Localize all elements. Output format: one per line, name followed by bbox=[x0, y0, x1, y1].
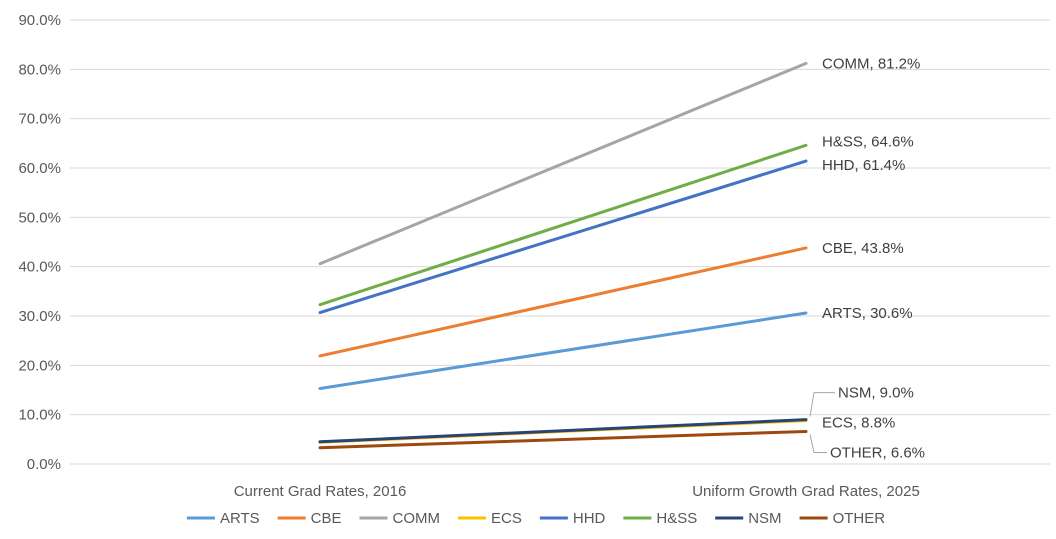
series-line-cbe bbox=[318, 246, 808, 358]
y-tick-label: 10.0% bbox=[18, 407, 61, 424]
x-tick-label: Uniform Growth Grad Rates, 2025 bbox=[692, 483, 920, 500]
y-tick-label: 60.0% bbox=[18, 160, 61, 177]
series-line-nsm bbox=[318, 418, 808, 444]
legend-label: COMM bbox=[393, 510, 441, 527]
data-label: HHD, 61.4% bbox=[822, 157, 905, 174]
legend-label: OTHER bbox=[833, 510, 886, 527]
y-tick-label: 50.0% bbox=[18, 209, 61, 226]
data-labels: ARTS, 30.6% CBE, 43.8% COMM, 81.2% ECS, 8.8… bbox=[809, 55, 925, 461]
series-lines bbox=[318, 61, 808, 450]
legend-item-hhd: HHD bbox=[539, 510, 606, 527]
legend-label: CBE bbox=[311, 510, 342, 527]
legend-item-cbe: CBE bbox=[277, 510, 342, 527]
legend-item-nsm: NSM bbox=[715, 510, 782, 527]
legend-label: NSM bbox=[748, 510, 781, 527]
y-tick-label: 20.0% bbox=[18, 357, 61, 374]
y-axis-tick-labels: 0.0% 10.0% 20.0% 30.0% 40.0% 50.0% 60.0% 70.0% 8… bbox=[18, 12, 61, 473]
y-tick-label: 90.0% bbox=[18, 12, 61, 29]
data-label: ECS, 8.8% bbox=[822, 415, 895, 432]
leader-line bbox=[809, 434, 827, 453]
data-label: COMM, 81.2% bbox=[822, 55, 920, 72]
y-tick-label: 40.0% bbox=[18, 259, 61, 276]
legend-item-arts: ARTS bbox=[186, 510, 260, 527]
data-label: H&SS, 64.6% bbox=[822, 133, 914, 150]
legend-item-comm: COMM bbox=[359, 510, 441, 527]
y-tick-label: 70.0% bbox=[18, 111, 61, 128]
data-label: NSM, 9.0% bbox=[838, 385, 914, 402]
legend-label: ECS bbox=[491, 510, 522, 527]
x-tick-label: Current Grad Rates, 2016 bbox=[234, 483, 407, 500]
y-tick-label: 30.0% bbox=[18, 308, 61, 325]
series-line-comm bbox=[318, 61, 808, 266]
y-tick-label: 0.0% bbox=[27, 456, 61, 473]
data-label: CBE, 43.8% bbox=[822, 240, 904, 257]
series-line-other bbox=[318, 429, 808, 450]
legend: ARTS CBE COMM ECS HHD H&SS NSM OTHER bbox=[186, 510, 886, 527]
series-line-arts bbox=[318, 311, 808, 391]
gridlines bbox=[70, 19, 1050, 465]
series-line-hss bbox=[318, 143, 808, 307]
series-line-hhd bbox=[318, 159, 808, 315]
legend-item-other: OTHER bbox=[799, 510, 886, 527]
legend-label: H&SS bbox=[656, 510, 697, 527]
legend-item-hss: H&SS bbox=[623, 510, 697, 527]
data-label: ARTS, 30.6% bbox=[822, 305, 913, 322]
legend-item-ecs: ECS bbox=[458, 510, 522, 527]
x-axis-tick-labels: Current Grad Rates, 2016 Uniform Growth G… bbox=[234, 483, 920, 500]
legend-label: HHD bbox=[573, 510, 606, 527]
leader-line bbox=[809, 392, 835, 417]
data-label: OTHER, 6.6% bbox=[830, 444, 925, 461]
y-tick-label: 80.0% bbox=[18, 61, 61, 78]
legend-label: ARTS bbox=[220, 510, 260, 527]
